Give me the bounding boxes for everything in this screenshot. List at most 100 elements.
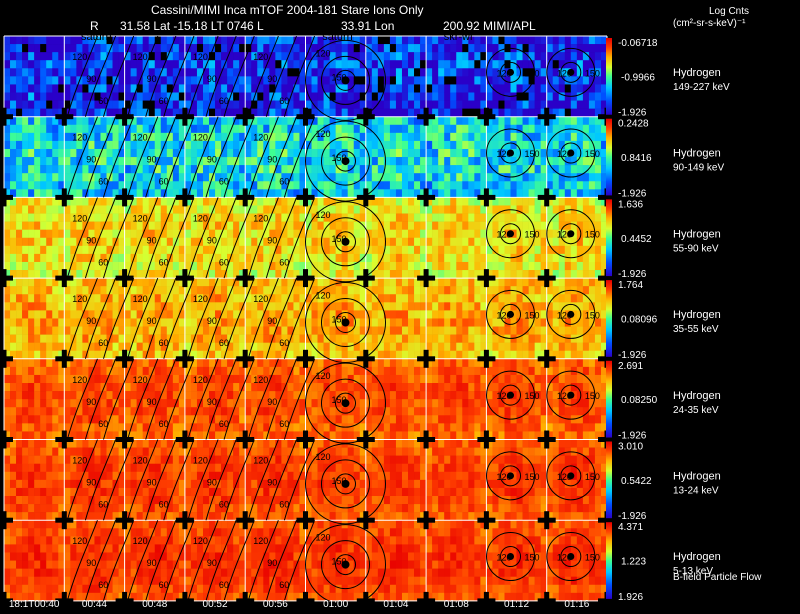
heatmap-cell [420,108,427,117]
heatmap-cell [414,181,421,190]
heatmap-cell [287,350,294,360]
heatmap-cell [552,278,560,287]
heatmap-cell [94,407,101,416]
heatmap-panel [4,358,65,440]
heatmap-cell [383,132,391,142]
heatmap-cell [190,278,198,287]
heatmap-cell [263,100,270,109]
heatmap-cell [52,36,59,45]
heatmap-cell [347,44,355,53]
heatmap-cell [58,181,65,190]
heatmap-cell [564,132,572,142]
heatmap-cell [184,197,192,206]
heatmap-cell [377,286,385,295]
heatmap-cell [468,294,475,303]
heatmap-cell [365,237,373,247]
heatmap-cell [365,76,373,85]
heatmap-cell [353,342,361,352]
heatmap-cell [311,84,318,93]
heatmap-cell [432,407,439,416]
heatmap-cell [432,165,439,174]
heatmap-cell [474,132,481,142]
heatmap-cell [221,278,228,287]
heatmap-cell [46,213,53,222]
heatmap-cell [52,165,59,174]
heatmap-cell [389,221,397,230]
heatmap-cell [293,310,300,319]
heatmap-cell [576,318,584,327]
heatmap-cell [88,165,95,174]
heatmap-cell [474,415,481,424]
heatmap-cell [444,270,451,279]
heatmap-cell [227,84,234,93]
heatmap-cell [82,189,89,198]
heatmap-cell [112,302,119,311]
heatmap-cell [594,173,602,182]
heatmap-cell [178,165,186,174]
heatmap-cell [486,100,493,109]
heatmap-cell [166,431,174,440]
heatmap-cell [594,116,602,126]
heatmap-cell [100,286,107,295]
heatmap-cell [426,294,433,303]
heatmap-cell [215,342,222,352]
heatmap-cell [540,358,547,368]
heatmap-cell [227,189,234,198]
heatmap-cell [498,157,505,166]
heatmap-cell [166,213,174,222]
heatmap-cell [215,36,222,45]
heatmap-cell [444,44,451,53]
heatmap-cell [522,286,529,295]
heatmap-cell [221,213,228,222]
heatmap-cell [58,116,65,126]
heatmap-cell [335,84,342,93]
heatmap-cell [287,270,294,279]
heatmap-cell [353,84,361,93]
heatmap-panel [426,36,487,117]
heatmap-cell [275,60,282,69]
heatmap-cell [166,383,174,392]
heatmap-cell [64,60,71,69]
heatmap-cell [22,148,29,158]
heatmap-cell [142,366,150,376]
heatmap-cell [275,358,282,368]
heatmap-cell [401,237,409,247]
heatmap-cell [10,116,17,126]
heatmap-cell [190,181,198,190]
heatmap-cell [215,431,222,440]
heatmap-cell [510,140,517,150]
heatmap-cell [106,108,113,117]
heatmap-cell [444,374,451,384]
heatmap-cell [136,310,143,319]
heatmap-cell [371,431,379,440]
heatmap-cell [178,205,186,214]
heatmap-cell [335,383,342,392]
heatmap-cell [52,124,59,134]
heatmap-cell [450,237,457,247]
heatmap-cell [522,431,529,440]
heatmap-cell [456,148,463,158]
heatmap-cell [106,366,113,376]
heatmap-cell [426,140,433,150]
heatmap-cell [365,326,373,335]
heatmap-cell [172,44,180,53]
heatmap-cell [383,407,391,416]
heatmap-cell [52,286,59,295]
heatmap-cell [245,197,252,206]
heatmap-cell [389,165,397,174]
heatmap-cell [287,108,294,117]
heatmap-cell [504,278,511,287]
heatmap-cell [564,116,572,126]
heatmap-cell [299,52,306,61]
heatmap-cell [510,318,517,327]
heatmap-cell [148,52,156,61]
heatmap-cell [420,148,427,158]
heatmap-cell [516,124,523,134]
heatmap-cell [148,68,156,77]
heatmap-cell [414,108,421,117]
heatmap-cell [10,374,17,384]
heatmap-cell [10,278,17,287]
heatmap-cell [136,431,143,440]
heatmap-cell [546,44,554,53]
heatmap-cell [22,431,29,440]
